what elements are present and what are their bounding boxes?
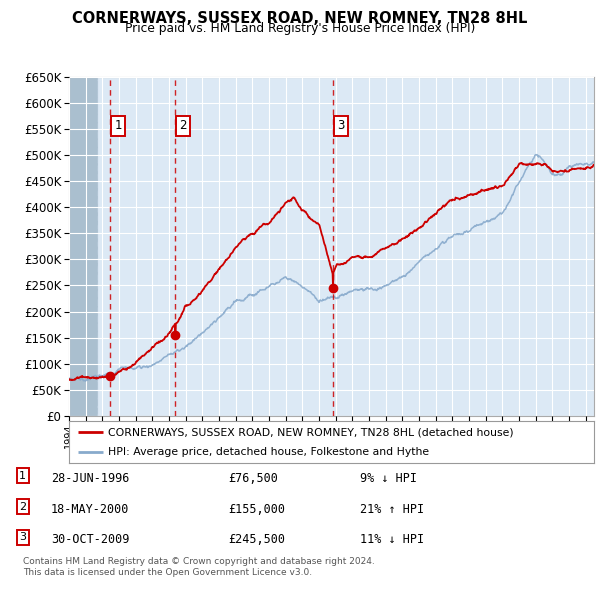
Text: CORNERWAYS, SUSSEX ROAD, NEW ROMNEY, TN28 8HL: CORNERWAYS, SUSSEX ROAD, NEW ROMNEY, TN2… [73,11,527,25]
Text: 2: 2 [179,119,187,132]
Text: HPI: Average price, detached house, Folkestone and Hythe: HPI: Average price, detached house, Folk… [109,447,430,457]
Text: 1: 1 [115,119,122,132]
Text: 3: 3 [19,532,26,542]
Text: £245,500: £245,500 [228,533,285,546]
Text: £155,000: £155,000 [228,503,285,516]
Text: Price paid vs. HM Land Registry's House Price Index (HPI): Price paid vs. HM Land Registry's House … [125,22,475,35]
Text: 2: 2 [19,502,26,512]
Text: 11% ↓ HPI: 11% ↓ HPI [360,533,424,546]
Text: 3: 3 [337,119,344,132]
Text: Contains HM Land Registry data © Crown copyright and database right 2024.: Contains HM Land Registry data © Crown c… [23,558,374,566]
Text: This data is licensed under the Open Government Licence v3.0.: This data is licensed under the Open Gov… [23,568,312,577]
Text: 1: 1 [19,471,26,481]
Text: 28-JUN-1996: 28-JUN-1996 [51,472,130,485]
Text: 18-MAY-2000: 18-MAY-2000 [51,503,130,516]
Text: CORNERWAYS, SUSSEX ROAD, NEW ROMNEY, TN28 8HL (detached house): CORNERWAYS, SUSSEX ROAD, NEW ROMNEY, TN2… [109,427,514,437]
Text: 21% ↑ HPI: 21% ↑ HPI [360,503,424,516]
Text: 30-OCT-2009: 30-OCT-2009 [51,533,130,546]
Text: £76,500: £76,500 [228,472,278,485]
Text: 9% ↓ HPI: 9% ↓ HPI [360,472,417,485]
